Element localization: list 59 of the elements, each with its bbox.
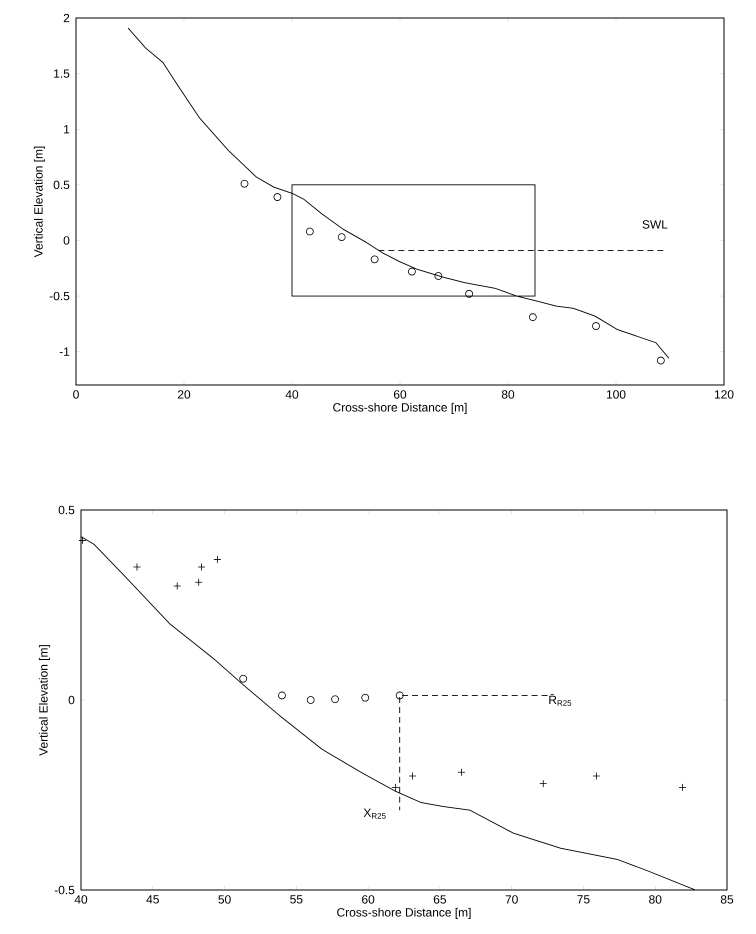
annotation: R̄$_{R25}$	[549, 694, 572, 706]
x-tick-label: 60	[362, 895, 374, 904]
y-axis-title: Vertical Elevation [m]	[34, 146, 46, 258]
point	[528, 313, 537, 322]
x-tick-label: 40	[286, 390, 298, 399]
y-tick-label: -0.5	[54, 886, 74, 894]
annotation: SWL	[642, 220, 668, 229]
point	[408, 772, 417, 780]
point	[278, 692, 286, 700]
point	[434, 272, 442, 280]
point	[338, 233, 346, 241]
point	[306, 696, 315, 704]
x-tick-label: 80	[649, 895, 662, 904]
point	[370, 255, 379, 264]
point	[361, 694, 370, 702]
point	[213, 556, 222, 564]
point	[239, 674, 248, 683]
x-axis-title: Cross-shore Distance [m]	[333, 402, 467, 414]
x-tick-label: 75	[577, 895, 590, 904]
y-tick-label: 0.5	[58, 506, 74, 514]
y-tick-label: -0.5	[50, 292, 70, 300]
y-tick-label: 0	[68, 696, 74, 704]
line-series	[128, 28, 670, 359]
y-tick-label: 2	[64, 14, 70, 22]
x-tick-label: 100	[606, 390, 626, 399]
x-tick-label: 55	[290, 895, 302, 904]
x-tick-label: 65	[434, 895, 446, 904]
point	[173, 582, 182, 590]
point	[274, 193, 282, 201]
x-tick-label: 50	[218, 895, 231, 904]
x-tick-label: 120	[714, 390, 734, 399]
x-tick-label: 80	[502, 390, 514, 399]
x-tick-label: 70	[506, 895, 518, 904]
point	[306, 228, 314, 236]
y-tick-label: -1	[60, 348, 70, 356]
point	[592, 322, 600, 330]
point	[458, 768, 466, 776]
x-tick-label: 60	[394, 390, 406, 399]
y-tick-label: 0	[64, 236, 70, 245]
point	[656, 356, 665, 364]
y-tick-label: 0.5	[54, 180, 70, 190]
x-tick-label: 85	[720, 895, 734, 904]
annotation: X$_{R25}$	[364, 808, 386, 819]
point	[391, 784, 400, 792]
y-tick-label: 1	[64, 125, 70, 134]
point	[539, 780, 548, 788]
point	[194, 578, 203, 586]
x-axis-title: Cross-shore Distance [m]	[337, 908, 471, 919]
point	[331, 695, 339, 704]
x-tick-label: 45	[146, 895, 159, 904]
point	[408, 268, 416, 276]
point	[465, 290, 474, 298]
y-axis-title: Vertical Elevation [m]	[38, 645, 50, 756]
x-tick-label: 40	[74, 895, 88, 904]
point	[240, 180, 248, 188]
point	[592, 772, 600, 780]
point	[396, 692, 404, 700]
x-tick-label: 20	[178, 390, 190, 399]
y-tick-label: 1.5	[54, 69, 70, 78]
